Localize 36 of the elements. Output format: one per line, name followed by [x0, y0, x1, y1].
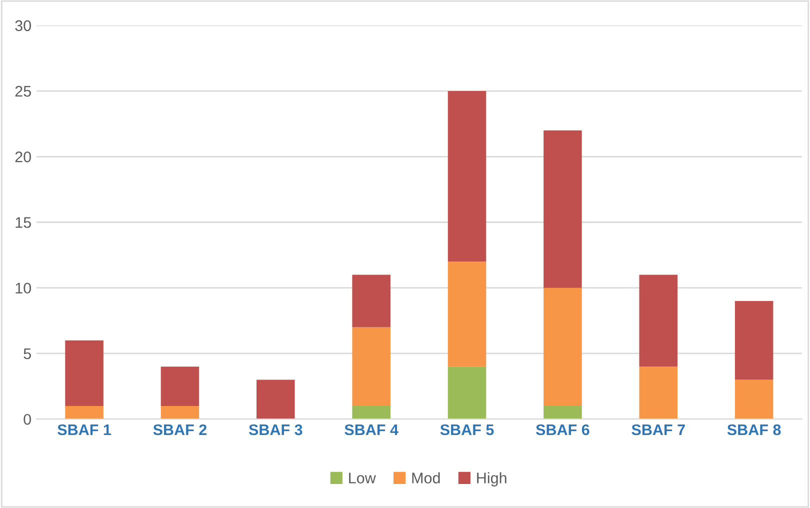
y-tick-label: 20: [15, 152, 31, 162]
y-tick-label: 25: [15, 86, 31, 97]
bar: [639, 274, 678, 367]
legend-label: Mod: [412, 472, 440, 484]
y-tick-label: 10: [16, 282, 31, 294]
x-tick-label: SBAF 5: [440, 424, 494, 436]
legend-label: Low: [349, 472, 376, 484]
bar: [544, 406, 582, 420]
bar: [65, 340, 104, 406]
y-tick-label: 0: [24, 414, 31, 425]
bar: [352, 406, 390, 420]
bar: [448, 262, 486, 367]
bar: [734, 380, 774, 420]
y-tick-label: 5: [24, 348, 31, 360]
bar: [448, 366, 486, 420]
x-tick-label: SBAF 3: [248, 424, 302, 436]
y-tick-label: 30: [15, 20, 31, 32]
x-tick-label: SBAF 8: [727, 424, 781, 436]
x-tick-label: SBAF 2: [153, 424, 207, 436]
bar: [352, 327, 390, 406]
legend-label: High: [477, 472, 506, 486]
x-tick-label: SBAF 7: [632, 424, 685, 436]
bar: [544, 288, 582, 406]
bar: [734, 300, 774, 380]
x-tick-label: SBAF 1: [58, 424, 112, 436]
bar: [352, 274, 390, 328]
x-tick-label: SBAF 4: [344, 424, 398, 436]
y-tick-label: 15: [16, 217, 31, 228]
bar: [160, 406, 200, 420]
bar: [544, 130, 582, 288]
bar: [448, 91, 486, 262]
bar: [256, 380, 295, 420]
bar: [160, 366, 200, 406]
bar: [65, 406, 104, 420]
bar: [639, 366, 678, 420]
x-tick-label: SBAF 6: [536, 424, 590, 436]
